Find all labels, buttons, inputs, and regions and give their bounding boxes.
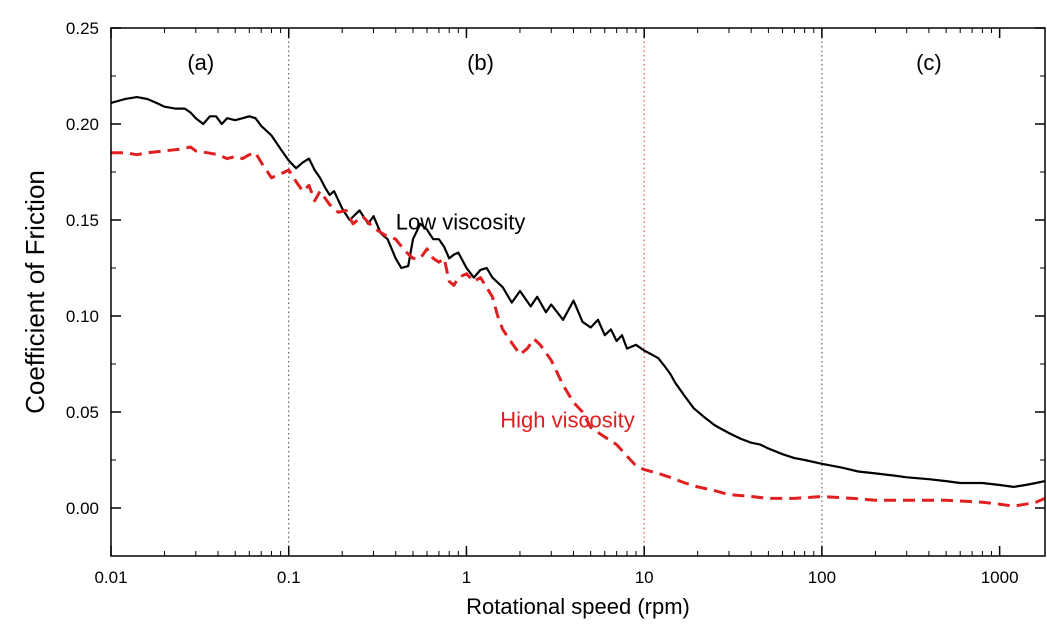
x-tick-label: 100 <box>808 568 836 587</box>
region-label-2: (c) <box>916 50 942 75</box>
chart-annotations: (a) (b) (c) Low viscosity High viscosity <box>187 50 941 432</box>
series-line-0 <box>110 96 1046 488</box>
region-dividers <box>288 28 823 556</box>
x-tick-label: 0.1 <box>277 568 301 587</box>
annotation-0: Low viscosity <box>396 210 526 235</box>
tick-labels: 0.01 0.1 1 10 100 1000 0.00 0.05 0.10 0.15 0.20 0.2… <box>66 19 1019 587</box>
y-axis-title: Coefficient of Friction <box>20 170 50 414</box>
y-tick-label: 0.00 <box>66 499 99 518</box>
y-tick-label: 0.20 <box>66 115 99 134</box>
x-tick-label: 1000 <box>981 568 1019 587</box>
y-tick-label: 0.25 <box>66 19 99 38</box>
x-tick-label: 10 <box>635 568 654 587</box>
axis-ticks <box>110 27 1045 557</box>
series-line-1 <box>111 145 1046 508</box>
y-tick-label: 0.10 <box>66 307 99 326</box>
x-axis-title: Rotational speed (rpm) <box>466 594 690 619</box>
annotation-1: High viscosity <box>500 407 634 432</box>
y-tick-label: 0.05 <box>66 403 99 422</box>
plot-frame <box>110 27 1046 557</box>
y-tick-label: 0.15 <box>66 211 99 230</box>
series-lines <box>110 96 1046 508</box>
region-label-0: (a) <box>187 50 214 75</box>
x-tick-label: 0.01 <box>94 568 127 587</box>
x-tick-label: 1 <box>462 568 471 587</box>
region-label-1: (b) <box>467 50 494 75</box>
